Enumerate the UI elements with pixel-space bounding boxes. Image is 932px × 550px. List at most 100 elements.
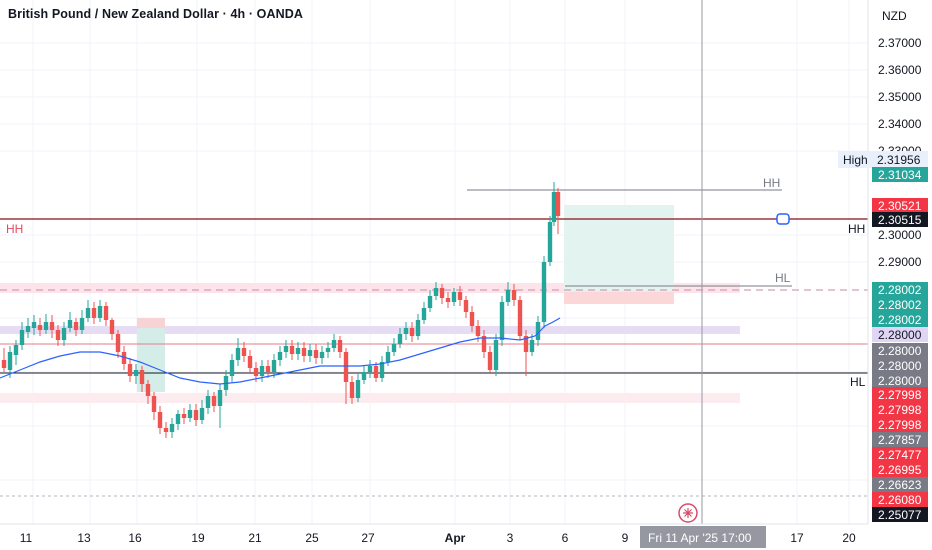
candle-body (451, 292, 457, 302)
price-tick: 2.36000 (878, 63, 922, 77)
price-tag-value: 2.28002 (878, 298, 922, 312)
lower-zone (0, 393, 740, 403)
high-label: High (843, 153, 868, 167)
price-tag-value: 2.30515 (878, 213, 922, 227)
candle-body (529, 340, 535, 352)
position-stop-box (564, 292, 674, 304)
position-target-box[interactable] (564, 205, 674, 291)
candle-body (463, 300, 469, 312)
price-tag-value: 2.30521 (878, 199, 922, 213)
candle-body (235, 348, 241, 360)
candle-body (307, 350, 313, 356)
time-tick: 3 (507, 531, 514, 545)
hh-left-label: HH (6, 222, 23, 236)
candle-body (133, 370, 139, 376)
time-tick: 27 (361, 531, 375, 545)
candle-body (487, 352, 493, 370)
candle-body (247, 356, 253, 368)
line-drag-handle[interactable] (776, 213, 790, 225)
crosshair-time-badge (640, 526, 766, 548)
supply-zone (0, 283, 740, 293)
candle-body (109, 320, 115, 334)
candle-body (397, 334, 403, 344)
price-tag (872, 387, 928, 402)
candle-body (7, 352, 13, 370)
candle-body (421, 308, 427, 320)
price-tag (872, 343, 928, 358)
price-tag (872, 462, 928, 477)
high-marker (838, 151, 928, 168)
candle-body (415, 320, 421, 336)
time-tick: 17 (790, 531, 804, 545)
candle-body (325, 348, 331, 352)
symbol-title[interactable]: British Pound / New Zealand Dollar · 4h … (8, 7, 304, 21)
price-tag-value: 2.27998 (878, 388, 922, 402)
candle-body (205, 396, 211, 408)
time-tick: 19 (191, 531, 205, 545)
candle-body (391, 344, 397, 352)
price-tag (872, 402, 928, 417)
candle-body (283, 346, 289, 352)
time-axis[interactable] (0, 524, 932, 550)
candle-body (49, 322, 55, 330)
candle-body (43, 322, 49, 330)
event-marker-icon[interactable] (678, 503, 698, 523)
candle-body (385, 352, 391, 362)
candle-body (241, 348, 247, 356)
price-tag (872, 327, 928, 342)
candle-body (151, 396, 157, 412)
demand-zone (0, 326, 740, 334)
time-tick: 20 (842, 531, 856, 545)
candle-body (97, 306, 103, 318)
candle-body (211, 396, 217, 406)
candle-body (19, 330, 25, 345)
price-tag-value: 2.25077 (878, 508, 922, 522)
candle-body (331, 340, 337, 348)
candle-body (259, 366, 265, 376)
candle-body (37, 325, 43, 330)
candle-body (433, 288, 439, 296)
price-tag-value: 2.28000 (878, 328, 922, 342)
candle-body (505, 290, 511, 302)
price-tag (872, 447, 928, 462)
moving-average-line (0, 317, 561, 385)
candle-body (199, 408, 205, 420)
candle-body (445, 298, 451, 302)
high-value: 2.31956 (877, 153, 921, 167)
candle-body (139, 370, 145, 384)
price-tag-value: 2.26623 (878, 478, 922, 492)
candle-body (469, 312, 475, 326)
candle-body (535, 322, 541, 340)
candle-body (551, 192, 557, 222)
price-tag (872, 477, 928, 492)
candle-body (301, 348, 307, 356)
candle-body (403, 328, 409, 334)
time-tick: 11 (20, 531, 33, 545)
price-tag-value: 2.31034 (878, 168, 922, 182)
price-tick: 2.37000 (878, 36, 922, 50)
price-tag (872, 312, 928, 327)
price-tag-value: 2.26080 (878, 493, 922, 507)
price-tag (872, 212, 928, 227)
hl-right-label: HL (850, 375, 866, 389)
candle-body (337, 340, 343, 352)
candle-body (547, 222, 553, 262)
time-tick: 6 (562, 531, 569, 545)
candle-body (379, 362, 385, 378)
time-tick: 21 (248, 531, 262, 545)
time-tick: 13 (77, 531, 91, 545)
candle-body (355, 380, 361, 398)
time-tick: 16 (128, 531, 142, 545)
candle-body (289, 346, 295, 354)
candle-body (181, 414, 187, 418)
candle-body (541, 262, 547, 322)
candle-body (517, 300, 523, 336)
price-tag-value: 2.28002 (878, 313, 922, 327)
candle-body (229, 360, 235, 376)
price-tick: 2.35000 (878, 90, 922, 104)
candle-body (103, 306, 109, 320)
price-tag-value: 2.28000 (878, 344, 922, 358)
candle-body (319, 352, 325, 358)
candle-body (427, 296, 433, 308)
